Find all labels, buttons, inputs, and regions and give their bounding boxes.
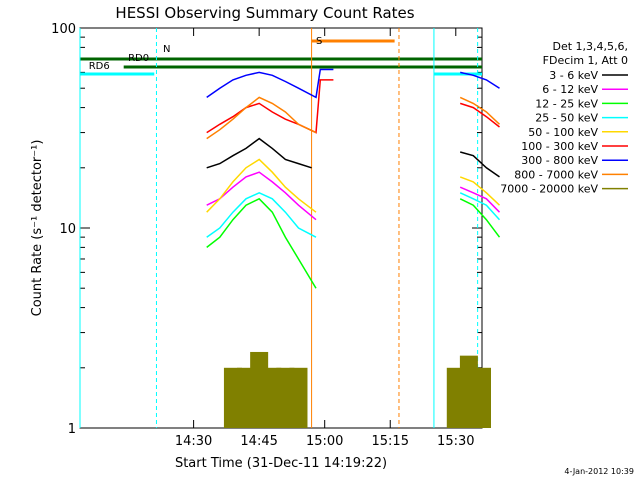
series-line [206, 171, 317, 221]
y-tick-label: 1 [68, 422, 76, 437]
annotation-label: RD0 [128, 53, 149, 64]
annotation-label: N [163, 44, 170, 55]
legend-entry-label: 3 - 6 keV [549, 69, 598, 82]
x-tick-label: 15:15 [372, 434, 409, 449]
legend-header-line-1: Det 1,3,4,5,6, [552, 40, 628, 53]
series-line [206, 68, 334, 99]
series-line [459, 96, 501, 125]
legend-entry-label: 100 - 300 keV [521, 140, 598, 153]
legend-entry-label: 300 - 800 keV [521, 154, 598, 167]
series-bar [473, 367, 491, 428]
series-line [206, 137, 312, 169]
legend-header-line-2: FDecim 1, Att 0 [543, 54, 628, 67]
legend-entry-label: 7000 - 20000 keV [500, 183, 598, 196]
legend-entry-label: 6 - 12 keV [542, 83, 598, 96]
y-tick-label: 100 [51, 22, 76, 37]
series-line [459, 102, 500, 128]
x-axis-label: Start Time (31-Dec-11 14:19:22) [175, 456, 387, 471]
timestamp: 4-Jan-2012 10:39 [564, 467, 634, 476]
series-line [459, 151, 500, 178]
legend-entry-label: 25 - 50 keV [535, 112, 598, 125]
y-tick-label: 10 [59, 222, 76, 237]
series-line [459, 186, 501, 213]
x-tick-label: 14:30 [175, 434, 212, 449]
legend-entry-label: 12 - 25 keV [535, 97, 598, 110]
series-line [459, 198, 501, 238]
series-line [459, 192, 501, 221]
series-line [459, 176, 501, 206]
series-line [206, 191, 317, 238]
x-tick-label: 15:30 [437, 434, 474, 449]
series-bar [289, 367, 308, 428]
series-line [206, 197, 317, 289]
chart-marks: 14:30 14:45 15:00 15:15 15:30 1 10 100 N S RD0 RD6 [51, 22, 501, 449]
annotation-label: S [316, 36, 322, 47]
series-line [460, 71, 500, 89]
series-line [206, 96, 317, 140]
annotation-label: RD6 [89, 61, 110, 72]
series-line [206, 158, 317, 213]
x-tick-label: 15:00 [306, 434, 343, 449]
y-axis-label: Count Rate (s⁻¹ detector⁻¹) [30, 140, 45, 317]
x-tick-label: 14:45 [240, 434, 277, 449]
chart-title: HESSI Observing Summary Count Rates [115, 4, 414, 22]
legend-entry-label: 50 - 100 keV [528, 126, 598, 139]
legend-entry-label: 800 - 7000 keV [514, 168, 598, 181]
series-line [206, 79, 334, 134]
